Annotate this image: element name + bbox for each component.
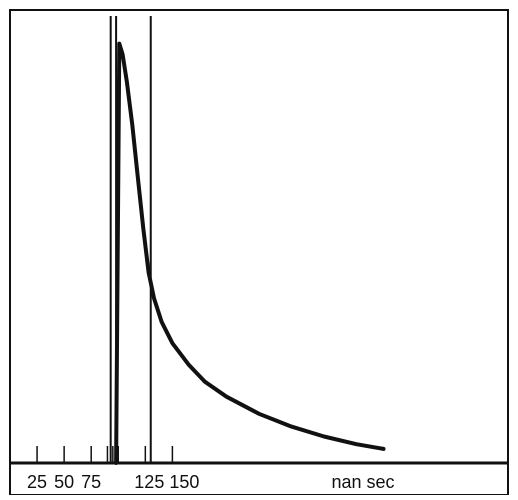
x-axis-ticks [36, 446, 174, 463]
x-tick-label-4: 150 [169, 472, 199, 492]
x-tick-label-3: 125 [134, 472, 164, 492]
x-tick-label-0: 25 [27, 472, 47, 492]
series-layer [114, 41, 386, 465]
x-tick-label-1: 50 [54, 472, 74, 492]
chart-border [9, 9, 509, 496]
x-axis-label: nan sec [331, 472, 394, 492]
x-axis-tick-labels: 25 50 75 125 150 [27, 472, 199, 492]
decay-curve-line-0 [114, 41, 386, 465]
x-tick-label-2: 75 [81, 472, 101, 492]
